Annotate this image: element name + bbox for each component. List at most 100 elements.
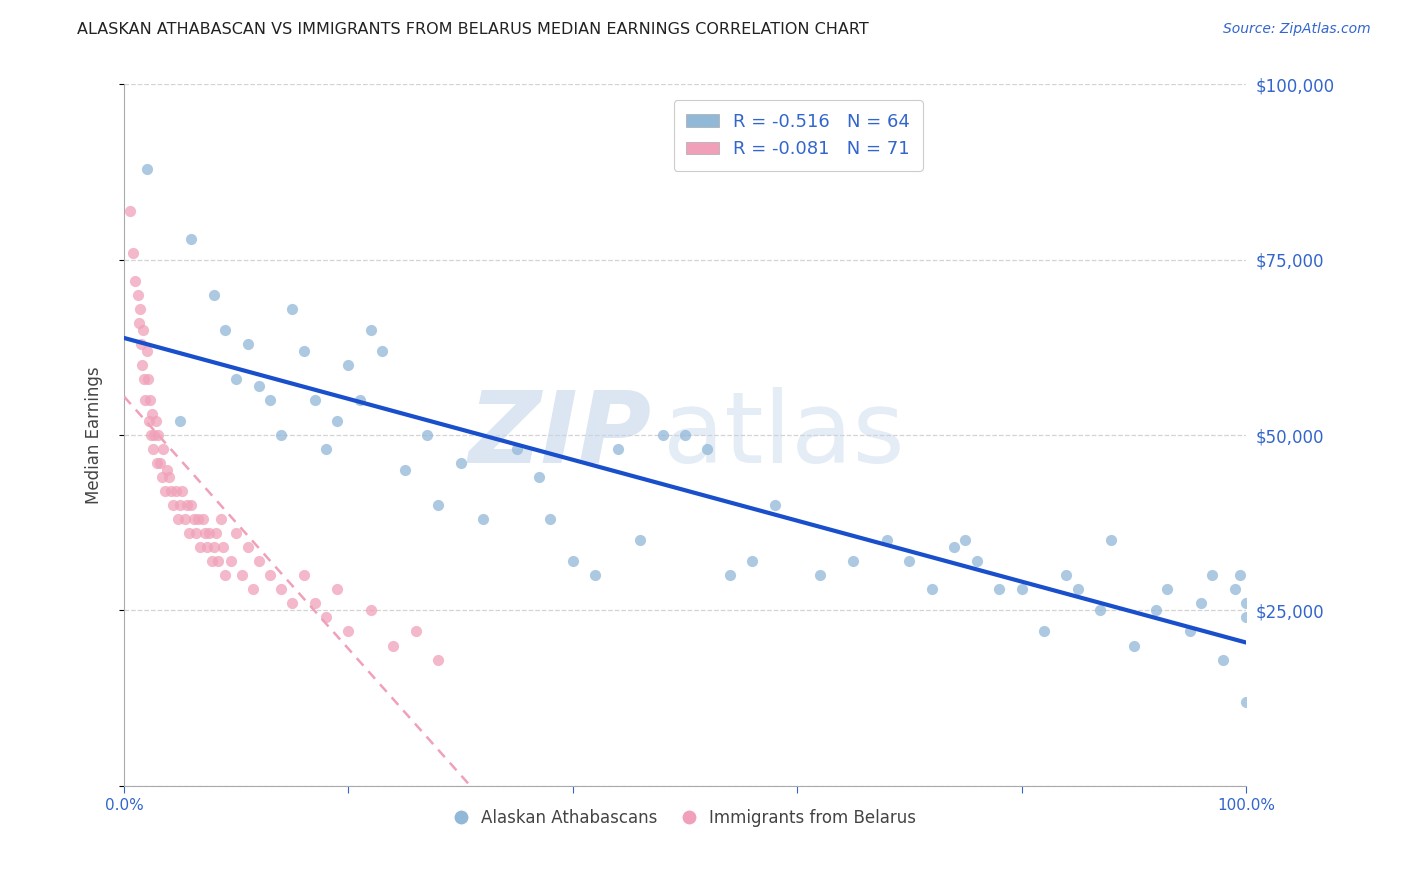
Point: [176, 498, 198, 512]
Point: [606, 442, 628, 457]
Point: [326, 414, 349, 428]
Point: [236, 541, 259, 555]
Point: [349, 392, 371, 407]
Point: [842, 554, 865, 568]
Point: [506, 442, 529, 457]
Point: [1122, 639, 1144, 653]
Point: [247, 554, 270, 568]
Point: [198, 526, 221, 541]
Point: [988, 582, 1011, 597]
Point: [135, 343, 157, 358]
Point: [292, 343, 315, 358]
Point: [129, 337, 152, 351]
Point: [134, 372, 156, 386]
Point: [205, 526, 228, 541]
Point: [1229, 568, 1251, 582]
Point: [179, 526, 201, 541]
Point: [131, 358, 153, 372]
Point: [1054, 568, 1077, 582]
Point: [145, 414, 167, 428]
Point: [225, 526, 247, 541]
Point: [173, 512, 195, 526]
Point: [219, 554, 242, 568]
Point: [128, 316, 150, 330]
Point: [1234, 596, 1257, 610]
Point: [231, 568, 253, 582]
Point: [1156, 582, 1178, 597]
Point: [184, 526, 207, 541]
Point: [152, 442, 174, 457]
Point: [190, 541, 212, 555]
Point: [292, 568, 315, 582]
Point: [214, 568, 236, 582]
Point: [876, 533, 898, 548]
Text: atlas: atlas: [662, 386, 904, 483]
Point: [128, 301, 150, 316]
Point: [583, 568, 606, 582]
Point: [561, 554, 583, 568]
Point: [143, 428, 166, 442]
Point: [141, 407, 163, 421]
Point: [1033, 624, 1056, 639]
Point: [191, 512, 214, 526]
Point: [139, 428, 162, 442]
Point: [132, 323, 155, 337]
Point: [156, 463, 179, 477]
Point: [898, 554, 921, 568]
Point: [966, 554, 988, 568]
Y-axis label: Median Earnings: Median Earnings: [86, 367, 103, 504]
Point: [1212, 652, 1234, 666]
Point: [169, 498, 191, 512]
Point: [195, 541, 218, 555]
Point: [124, 274, 146, 288]
Point: [394, 463, 416, 477]
Point: [1011, 582, 1033, 597]
Point: [209, 512, 232, 526]
Text: Source: ZipAtlas.com: Source: ZipAtlas.com: [1223, 22, 1371, 37]
Point: [651, 428, 673, 442]
Point: [160, 484, 183, 499]
Point: [207, 554, 229, 568]
Point: [450, 456, 472, 470]
Point: [427, 498, 450, 512]
Point: [1144, 603, 1167, 617]
Point: [247, 379, 270, 393]
Point: [187, 512, 209, 526]
Point: [1234, 610, 1257, 624]
Point: [360, 603, 382, 617]
Point: [194, 526, 217, 541]
Point: [270, 582, 292, 597]
Point: [360, 323, 382, 337]
Point: [1223, 582, 1246, 597]
Point: [538, 512, 561, 526]
Point: [211, 541, 233, 555]
Point: [427, 652, 450, 666]
Point: [180, 232, 202, 246]
Point: [236, 337, 259, 351]
Legend: Alaskan Athabascans, Immigrants from Belarus: Alaskan Athabascans, Immigrants from Bel…: [447, 802, 922, 833]
Point: [943, 541, 966, 555]
Point: [326, 582, 349, 597]
Point: [165, 484, 187, 499]
Point: [169, 414, 191, 428]
Point: [259, 568, 281, 582]
Point: [167, 512, 190, 526]
Point: [242, 582, 264, 597]
Point: [202, 288, 225, 302]
Point: [472, 512, 495, 526]
Point: [337, 358, 360, 372]
Point: [142, 442, 165, 457]
Point: [281, 596, 304, 610]
Point: [304, 392, 326, 407]
Point: [281, 301, 304, 316]
Point: [157, 470, 180, 484]
Point: [304, 596, 326, 610]
Point: [225, 372, 247, 386]
Point: [673, 428, 696, 442]
Point: [270, 428, 292, 442]
Point: [1178, 624, 1201, 639]
Point: [145, 456, 167, 470]
Point: [628, 533, 651, 548]
Point: [382, 639, 405, 653]
Point: [180, 498, 202, 512]
